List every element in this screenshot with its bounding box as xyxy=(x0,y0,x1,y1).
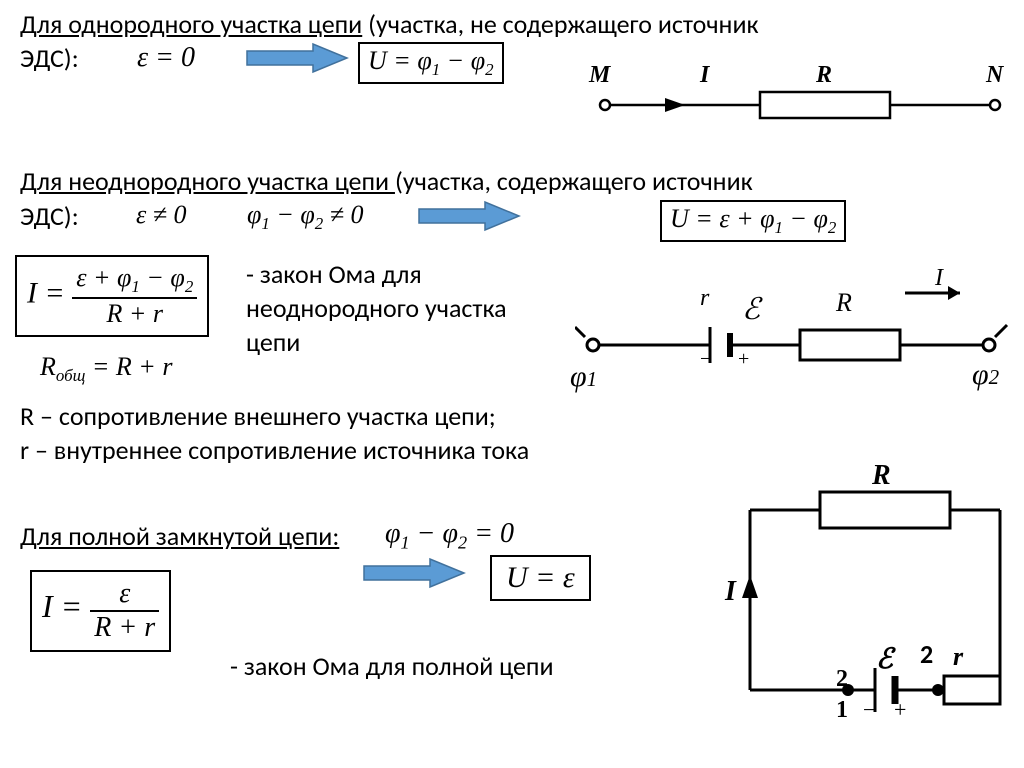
arrow-right-icon xyxy=(243,40,353,76)
circuit3-node1: 1 xyxy=(836,697,848,724)
u-formula-1: U = φ1 − φ2 xyxy=(358,42,504,84)
section1-line1: Для однородного участка цепи (участка, н… xyxy=(20,8,759,40)
circuit2-phi1: φ1 xyxy=(570,360,597,394)
ohm-nonhomogeneous-box: I = ε + φ1 − φ2 R + r xyxy=(15,255,209,337)
circuit1-N: N xyxy=(986,62,1003,89)
law-full-label: - закон Ома для полной цепи xyxy=(230,650,554,682)
ohm-full-box: I = ε R + r xyxy=(30,570,171,652)
circuit3-I: I xyxy=(725,576,736,608)
circuit3-emf: ℰ xyxy=(876,642,893,676)
page-number: 2 xyxy=(920,638,933,670)
circuit-homogeneous xyxy=(595,70,1005,130)
circuit3-node2: 2 xyxy=(836,666,848,693)
circuit1-R: R xyxy=(816,62,832,89)
u-formula-2: U = ε + φ1 − φ2 xyxy=(660,200,846,242)
circuit3-minus: − xyxy=(863,697,875,723)
eps-zero: ε = 0 xyxy=(137,42,195,74)
section3-line1: Для полной замкнутой цепи: xyxy=(20,520,339,552)
R-description: R – сопротивление внешнего участка цепи; xyxy=(20,400,496,432)
law-label-3: цепи xyxy=(246,326,300,358)
circuit3-plus: + xyxy=(894,697,906,723)
phi-zero: φ1 − φ2 = 0 xyxy=(385,518,514,554)
circuit3-r: r xyxy=(953,642,963,672)
circuit2-r: r xyxy=(700,285,709,312)
law-label-2: неоднородного участка xyxy=(246,292,507,324)
circuit1-M: M xyxy=(589,62,610,89)
circuit2-phi2: φ2 xyxy=(972,358,999,392)
circuit-nonhomogeneous xyxy=(575,275,1015,405)
r-total: Rобщ = R + r xyxy=(40,352,172,386)
section1-line2: ЭДС): xyxy=(20,42,79,74)
circuit2-emf: ℰ xyxy=(742,292,760,327)
arrow-right-icon-2 xyxy=(415,198,525,234)
circuit1-I: I xyxy=(700,62,709,89)
arrow-right-icon-3 xyxy=(360,555,470,591)
law-label-1: - закон Ома для xyxy=(246,258,422,290)
eps-nonzero: ε ≠ 0 xyxy=(136,200,187,230)
phi-nonzero: φ1 − φ2 ≠ 0 xyxy=(247,200,364,234)
section2-line1: Для неоднородного участка цепи (участка,… xyxy=(20,165,753,197)
section2-line2: ЭДС): xyxy=(20,200,79,232)
r-description: r – внутреннее сопротивление источника т… xyxy=(20,434,529,466)
circuit2-I: I xyxy=(935,265,943,292)
circuit3-R: R xyxy=(872,460,891,492)
circuit2-minus: − xyxy=(700,348,711,371)
u-formula-3: U = ε xyxy=(490,555,591,601)
circuit2-plus: + xyxy=(738,348,749,371)
circuit2-R: R xyxy=(836,288,852,318)
